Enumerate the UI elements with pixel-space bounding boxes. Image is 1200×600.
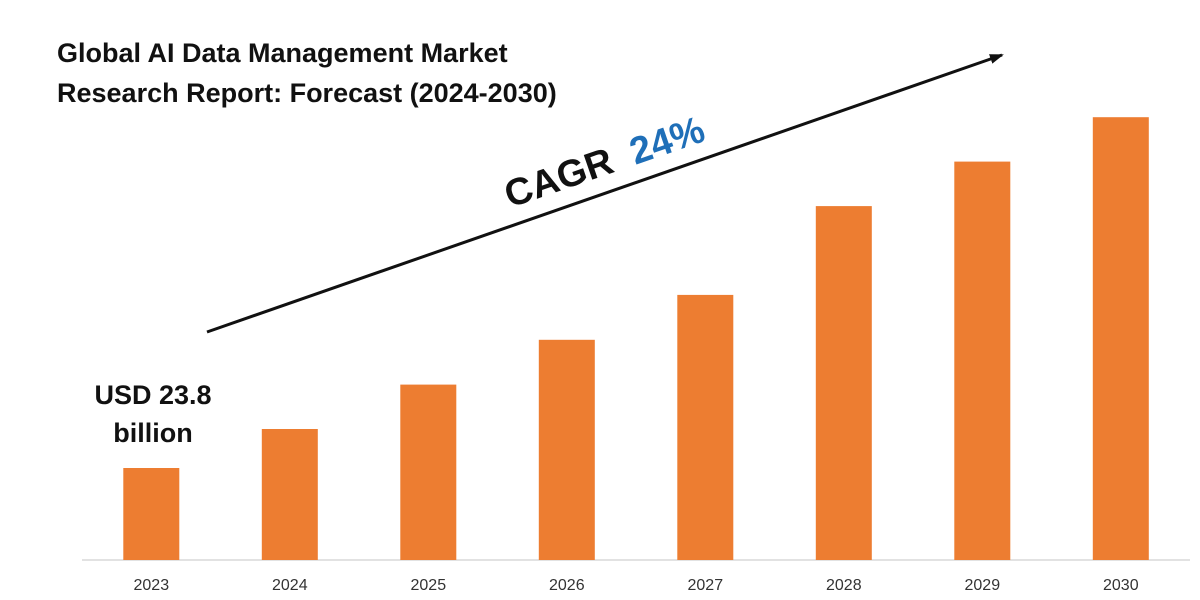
bar-2025 bbox=[400, 384, 457, 560]
x-tick-label-2024: 2024 bbox=[272, 577, 308, 594]
x-tick-label-2025: 2025 bbox=[411, 577, 447, 594]
growth-arrow bbox=[206, 53, 1004, 334]
x-tick-label-2028: 2028 bbox=[826, 577, 862, 594]
cagr-value: 24% bbox=[624, 109, 710, 173]
bar-2024 bbox=[261, 429, 318, 560]
bar-2026 bbox=[538, 339, 595, 560]
start-value-label-line-2: billion bbox=[113, 418, 192, 448]
chart-title-line-1: Global AI Data Management Market bbox=[57, 38, 508, 68]
bar-2030 bbox=[1092, 117, 1149, 560]
x-tick-label-2023: 2023 bbox=[134, 577, 170, 594]
bar-2027 bbox=[677, 294, 734, 560]
plot-area: 2023 2024 2025 2026 2027 2028 2029 2030 bbox=[82, 117, 1190, 594]
x-tick-label-2030: 2030 bbox=[1103, 577, 1139, 594]
bar-2028 bbox=[815, 206, 872, 560]
bar-2029 bbox=[954, 161, 1011, 560]
x-tick-label-2029: 2029 bbox=[965, 577, 1001, 594]
start-value-label-line-1: USD 23.8 bbox=[94, 380, 211, 410]
bar-2023 bbox=[123, 468, 180, 560]
cagr-annotation: CAGR 24% bbox=[499, 109, 710, 217]
cagr-label: CAGR bbox=[499, 140, 618, 216]
chart-title-line-2: Research Report: Forecast (2024-2030) bbox=[57, 78, 557, 108]
x-tick-label-2026: 2026 bbox=[549, 577, 585, 594]
x-tick-label-2027: 2027 bbox=[688, 577, 724, 594]
